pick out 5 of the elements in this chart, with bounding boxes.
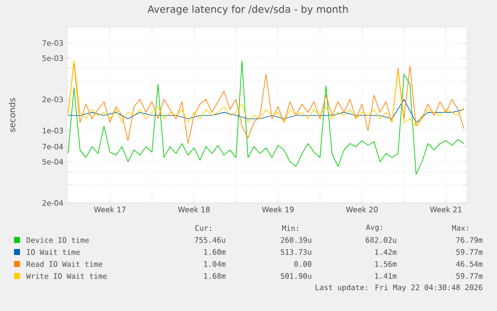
y-axis-title: seconds (8, 98, 16, 132)
line-series (68, 60, 464, 174)
line-series (68, 62, 464, 144)
chart-title: Average latency for /dev/sda - by month (148, 5, 348, 15)
line-series (68, 60, 464, 127)
